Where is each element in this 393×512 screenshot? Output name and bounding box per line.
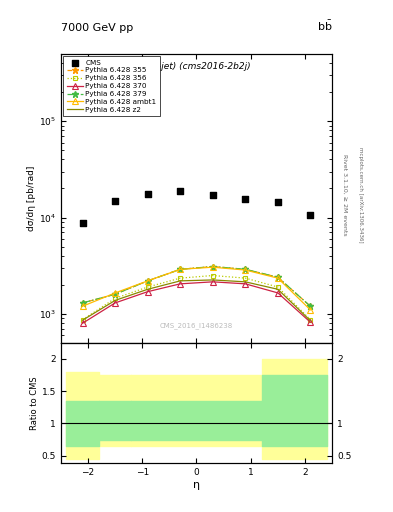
CMS [242,195,248,203]
Pythia 6.428 355 [145,278,150,284]
Pythia 6.428 379 [243,266,248,272]
Pythia 6.428 370 [275,290,280,296]
Y-axis label: Ratio to CMS: Ratio to CMS [30,376,39,430]
Pythia 6.428 z2 [178,278,183,284]
Pythia 6.428 370 [145,289,150,295]
Pythia 6.428 z2 [145,286,150,292]
Line: Pythia 6.428 379: Pythia 6.428 379 [79,263,314,310]
Text: Rivet 3.1.10, ≥ 2M events: Rivet 3.1.10, ≥ 2M events [343,154,348,236]
CMS [79,219,86,227]
Pythia 6.428 379 [145,278,150,284]
Pythia 6.428 356 [210,272,215,279]
Pythia 6.428 356 [243,275,248,281]
Pythia 6.428 ambt1 [275,275,280,281]
Pythia 6.428 379 [80,300,85,306]
Pythia 6.428 355 [80,300,85,306]
CMS [177,186,184,195]
Pythia 6.428 379 [275,274,280,280]
Pythia 6.428 ambt1 [80,303,85,309]
Legend: CMS, Pythia 6.428 355, Pythia 6.428 356, Pythia 6.428 370, Pythia 6.428 379, Pyt: CMS, Pythia 6.428 355, Pythia 6.428 356,… [63,56,160,116]
Pythia 6.428 ambt1 [308,307,313,313]
Pythia 6.428 ambt1 [210,264,215,270]
CMS [145,190,151,198]
CMS [307,211,314,220]
Text: CMS_2016_I1486238: CMS_2016_I1486238 [160,322,233,329]
Line: Pythia 6.428 ambt1: Pythia 6.428 ambt1 [80,264,313,313]
Pythia 6.428 356 [275,284,280,290]
Pythia 6.428 z2 [80,317,85,323]
Pythia 6.428 370 [308,319,313,325]
Pythia 6.428 z2 [210,277,215,283]
Pythia 6.428 ambt1 [178,266,183,272]
Pythia 6.428 370 [80,320,85,326]
Pythia 6.428 370 [113,300,118,306]
Pythia 6.428 379 [113,291,118,297]
Pythia 6.428 379 [308,303,313,309]
Pythia 6.428 355 [243,266,248,272]
Text: b$\bar{\mathrm{b}}$: b$\bar{\mathrm{b}}$ [317,19,332,33]
Pythia 6.428 355 [210,264,215,270]
Pythia 6.428 379 [178,266,183,272]
Pythia 6.428 370 [210,279,215,285]
CMS [209,191,216,199]
Pythia 6.428 370 [243,281,248,287]
X-axis label: η: η [193,480,200,490]
Pythia 6.428 ambt1 [145,278,150,284]
Pythia 6.428 379 [210,264,215,270]
Pythia 6.428 z2 [308,317,313,324]
Pythia 6.428 355 [178,266,183,272]
Pythia 6.428 z2 [275,286,280,292]
Y-axis label: dσ/dη [pb/rad]: dσ/dη [pb/rad] [27,166,36,231]
Pythia 6.428 356 [113,295,118,302]
Pythia 6.428 z2 [243,279,248,285]
Pythia 6.428 370 [178,281,183,287]
Text: 7000 GeV pp: 7000 GeV pp [61,23,133,33]
Line: Pythia 6.428 356: Pythia 6.428 356 [80,273,313,322]
Line: Pythia 6.428 370: Pythia 6.428 370 [80,279,313,326]
Line: Pythia 6.428 355: Pythia 6.428 355 [79,263,314,310]
Pythia 6.428 ambt1 [113,290,118,296]
Pythia 6.428 ambt1 [243,267,248,273]
Pythia 6.428 356 [80,316,85,323]
Pythia 6.428 z2 [113,297,118,304]
Pythia 6.428 355 [308,303,313,309]
Text: mcplots.cern.ch [arXiv:1306.3436]: mcplots.cern.ch [arXiv:1306.3436] [358,147,363,242]
Line: Pythia 6.428 z2: Pythia 6.428 z2 [83,280,310,321]
Pythia 6.428 356 [308,316,313,323]
Pythia 6.428 356 [145,284,150,290]
Pythia 6.428 355 [275,274,280,280]
Text: η(b-jet) (cms2016-2b2j): η(b-jet) (cms2016-2b2j) [143,62,250,72]
Pythia 6.428 356 [178,275,183,281]
Pythia 6.428 355 [113,291,118,297]
CMS [112,197,118,205]
CMS [275,198,281,206]
